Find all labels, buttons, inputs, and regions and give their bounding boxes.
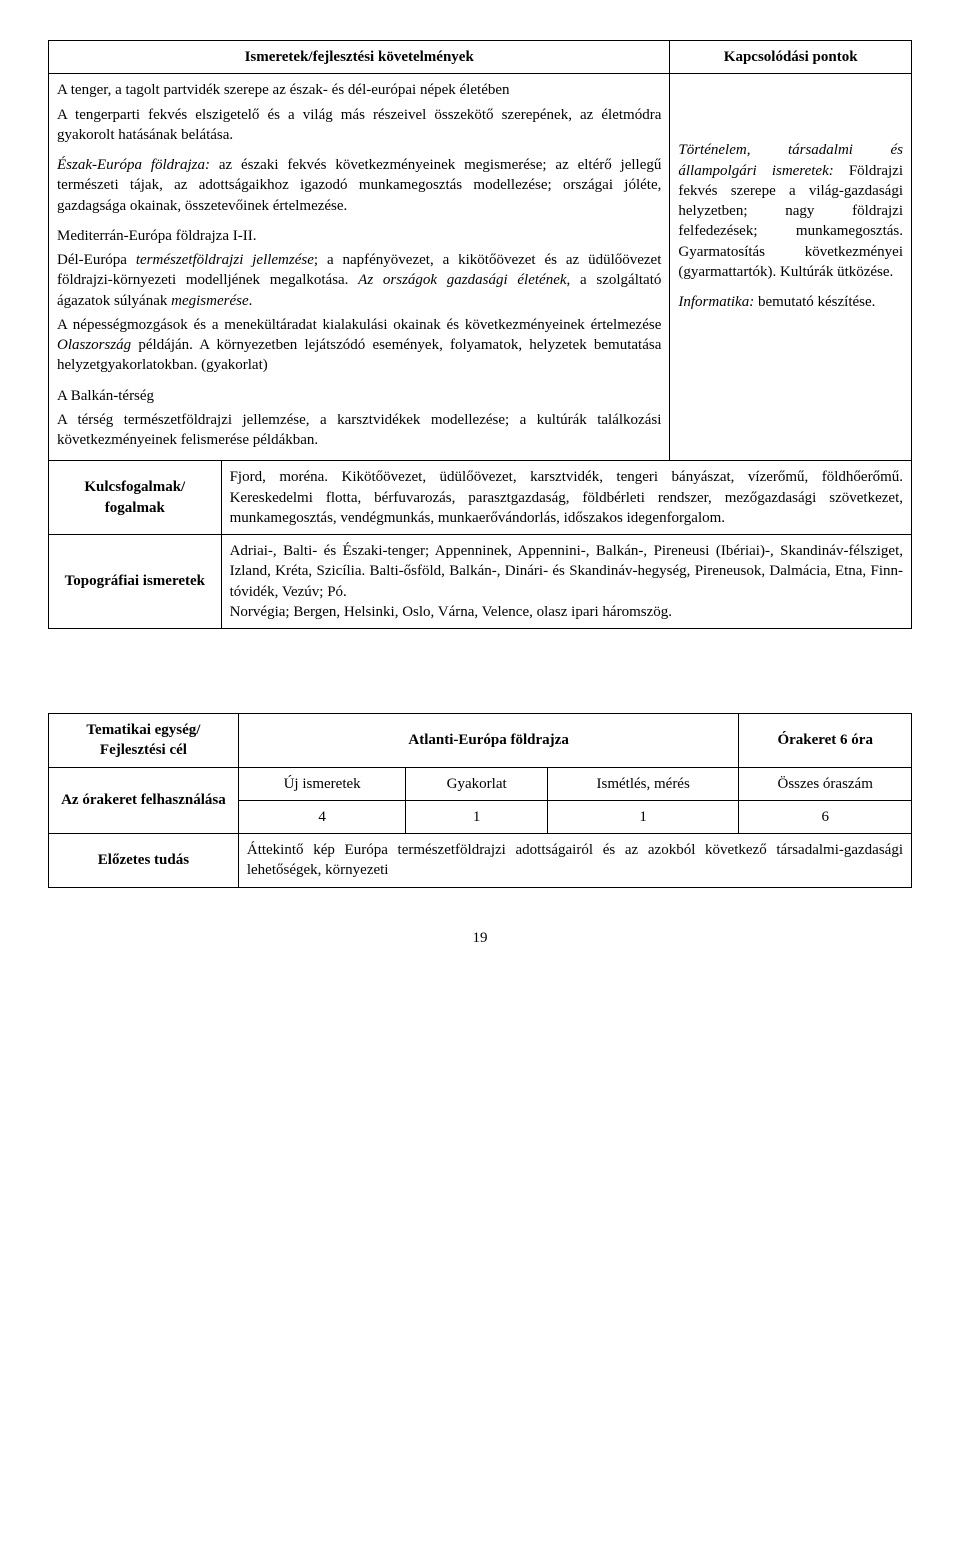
req-p8: A térség természetföldrajzi jellemzése, … xyxy=(57,410,661,451)
sub-h4: Összes óraszám xyxy=(739,767,912,800)
req-p3: Észak-Európa földrajza: az északi fekvés… xyxy=(57,155,661,216)
unit-r3c1: Előzetes tudás xyxy=(49,834,239,888)
req-p1: A tenger, a tagolt partvidék szerepe az … xyxy=(57,80,661,100)
req-p5f: megismerése xyxy=(171,293,248,309)
req-p5a: Dél-Európa xyxy=(57,252,136,268)
header-left: Ismeretek/fejlesztési követelmények xyxy=(49,41,670,74)
connections-body: Történelem, társadalmi és állampolgári i… xyxy=(670,74,912,461)
req-p3-italic: Észak-Európa földrajza: xyxy=(57,157,210,173)
requirements-body: A tenger, a tagolt partvidék szerepe az … xyxy=(49,74,670,461)
unit-r1c2: Atlanti-Európa földrajza xyxy=(238,714,739,768)
sub-v3: 1 xyxy=(547,800,738,833)
topo-label: Topográfiai ismeretek xyxy=(49,535,222,629)
section-spacer xyxy=(48,653,912,713)
header-right: Kapcsolódási pontok xyxy=(670,41,912,74)
sub-h3: Ismétlés, mérés xyxy=(547,767,738,800)
req-p6b: Olaszország xyxy=(57,337,131,353)
conn-p2: Informatika: bemutató készítése. xyxy=(678,292,903,312)
sub-h2: Gyakorlat xyxy=(406,767,548,800)
sub-v1: 4 xyxy=(238,800,406,833)
unit-r1c3: Órakeret 6 óra xyxy=(739,714,912,768)
unit-r2c1: Az órakeret felhasználása xyxy=(49,767,239,834)
kulcs-text: Fjord, moréna. Kikötőövezet, üdülőövezet… xyxy=(221,461,911,535)
req-p5: Dél-Európa természetföldrajzi jellemzése… xyxy=(57,250,661,311)
conn-p1-text: Földrajzi fekvés szerepe a világ-gazdasá… xyxy=(678,163,903,280)
unit-table: Tematikai egység/ Fejlesztési cél Atlant… xyxy=(48,713,912,888)
sub-h1: Új ismeretek xyxy=(238,767,406,800)
conn-p2-text: bemutató készítése. xyxy=(754,294,875,310)
req-p5b: természetföldrajzi jellemzése xyxy=(136,252,314,268)
topo-text: Adriai-, Balti- és Északi-tenger; Appenn… xyxy=(221,535,911,629)
page-number: 19 xyxy=(48,928,912,948)
req-p4: Mediterrán-Európa földrajza I-II. xyxy=(57,226,661,246)
req-p7: A Balkán-térség xyxy=(57,386,661,406)
req-p6: A népességmozgások és a menekültáradat k… xyxy=(57,315,661,376)
kulcs-label: Kulcsfogalmak/ fogalmak xyxy=(49,461,222,535)
req-p2: A tengerparti fekvés elszigetelő és a vi… xyxy=(57,105,661,146)
unit-r3c2: Áttekintő kép Európa természetföldrajzi … xyxy=(238,834,911,888)
req-p5g: . xyxy=(249,293,253,309)
req-p6c: példáján. A környezetben lejátszódó esem… xyxy=(57,337,661,373)
unit-r1c1: Tematikai egység/ Fejlesztési cél xyxy=(49,714,239,768)
req-p6a: A népességmozgások és a menekültáradat k… xyxy=(57,317,661,333)
sub-v4: 6 xyxy=(739,800,912,833)
req-p5d: Az országok gazdasági életének xyxy=(358,272,566,288)
conn-p1: Történelem, társadalmi és állampolgári i… xyxy=(678,140,903,282)
requirements-table: Ismeretek/fejlesztési követelmények Kapc… xyxy=(48,40,912,629)
sub-v2: 1 xyxy=(406,800,548,833)
conn-p2-label: Informatika: xyxy=(678,294,754,310)
